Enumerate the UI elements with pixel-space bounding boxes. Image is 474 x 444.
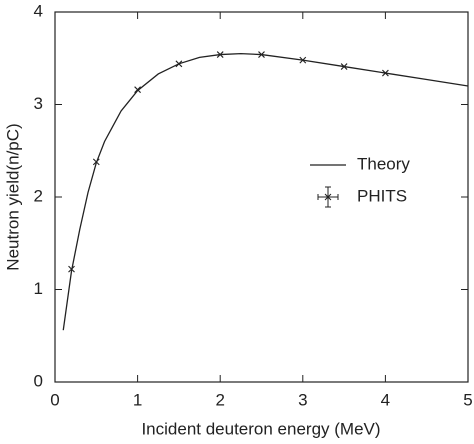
data-point xyxy=(340,63,348,70)
y-tick-label: 0 xyxy=(34,371,43,390)
y-tick-label: 2 xyxy=(34,186,43,205)
legend-label: Theory xyxy=(357,154,410,173)
y-tick-label: 1 xyxy=(34,279,43,298)
y-tick-label: 4 xyxy=(34,1,43,20)
data-point xyxy=(299,56,307,64)
data-point xyxy=(175,60,183,68)
data-point xyxy=(382,69,389,77)
data-point xyxy=(216,51,224,58)
theory-line xyxy=(62,52,469,331)
data-point xyxy=(258,51,265,58)
y-axis-label: Neutron yield(n/pC) xyxy=(3,123,22,270)
x-tick-label: 1 xyxy=(133,390,142,409)
data-point xyxy=(92,158,100,166)
data-point xyxy=(68,265,75,273)
legend-label: PHITS xyxy=(357,186,407,205)
x-tick-label: 4 xyxy=(381,390,390,409)
x-tick-label: 0 xyxy=(50,390,59,409)
x-axis-label: Incident deuteron energy (MeV) xyxy=(141,419,380,438)
legend-symbol xyxy=(317,186,339,208)
y-tick-label: 3 xyxy=(34,94,43,113)
x-tick-label: 5 xyxy=(463,390,472,409)
data-point xyxy=(134,86,141,94)
x-tick-label: 3 xyxy=(298,390,307,409)
x-tick-label: 2 xyxy=(215,390,224,409)
